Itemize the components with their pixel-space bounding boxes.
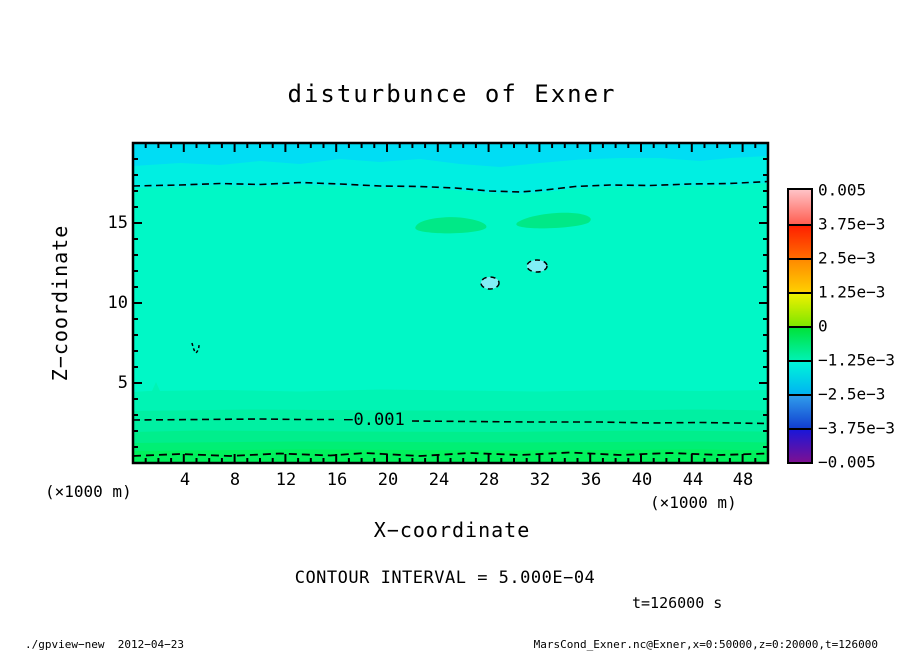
x-tick-label: 8 <box>229 470 241 490</box>
tone-spot-cyan-left <box>480 276 500 290</box>
colorbar-label: 0.005 <box>818 180 867 200</box>
contour-mark-tiny <box>191 342 200 355</box>
colorbar-segment <box>789 394 811 428</box>
plot-title: disturbunce of Exner <box>287 80 617 108</box>
x-axis-label: X−coordinate <box>373 518 531 542</box>
x-tick-label: 16 <box>326 470 348 490</box>
colorbar-segment <box>789 428 811 462</box>
x-axis-unit: (×1000 m) <box>650 493 737 512</box>
tone-spot-cyan-right <box>526 259 548 273</box>
colorbar-segment <box>789 190 811 224</box>
colorbar-label: 3.75e−3 <box>818 214 886 234</box>
colorbar-segment <box>789 360 811 394</box>
y-tick-label-5: 5 <box>117 373 128 393</box>
colorbar-label: −2.5e−3 <box>818 384 886 404</box>
y-axis-label: Z−coordinate <box>48 224 72 382</box>
tone-band-b5 <box>133 449 768 463</box>
x-tick-label: 48 <box>732 470 754 490</box>
x-tick-label: 28 <box>478 470 500 490</box>
x-tick-label: 32 <box>529 470 551 490</box>
x-tick-label: 24 <box>428 470 450 490</box>
colorbar-label: 0 <box>818 316 828 336</box>
x-tick-label: 44 <box>682 470 704 490</box>
colorbar-label: −3.75e−3 <box>818 418 896 438</box>
colorbar-label: −0.005 <box>818 452 876 472</box>
colorbar-segment <box>789 258 811 292</box>
colorbar-segment <box>789 292 811 326</box>
time-stamp: t=126000 s <box>632 594 723 612</box>
footer-source-text: MarsCond_Exner.nc@Exner,x=0:50000,z=0:20… <box>533 638 878 651</box>
x-tick-label: 12 <box>275 470 297 490</box>
colorbar <box>787 188 813 464</box>
contour-line-mid-left <box>132 418 334 421</box>
contour-interval-text: CONTOUR INTERVAL = 5.000E−04 <box>294 568 596 588</box>
tone-patch-green-left <box>415 217 487 234</box>
footer-command-text: ./gpview−new 2012−04−23 <box>25 638 184 651</box>
tone-patch-green-right <box>516 212 591 229</box>
x-tick-label: 4 <box>179 470 191 490</box>
y-axis-unit: (×1000 m) <box>45 482 132 501</box>
colorbar-segment <box>789 224 811 258</box>
y-tick-label-15: 15 <box>107 213 128 233</box>
axis-tick-marks <box>133 143 768 463</box>
tone-band-top <box>133 143 768 167</box>
colorbar-segment <box>789 326 811 360</box>
contour-line-mid-right <box>411 420 769 425</box>
contour-line-bottom <box>132 451 769 457</box>
colorbar-label: −1.25e−3 <box>818 350 896 370</box>
y-tick-label-10: 10 <box>107 293 128 313</box>
contour-value-label: −0.001 <box>343 410 405 430</box>
contour-line-top <box>132 180 769 193</box>
colorbar-label: 2.5e−3 <box>818 248 876 268</box>
x-tick-label: 40 <box>631 470 653 490</box>
x-tick-label: 20 <box>377 470 399 490</box>
colorbar-label: 1.25e−3 <box>818 282 886 302</box>
x-tick-label: 36 <box>580 470 602 490</box>
